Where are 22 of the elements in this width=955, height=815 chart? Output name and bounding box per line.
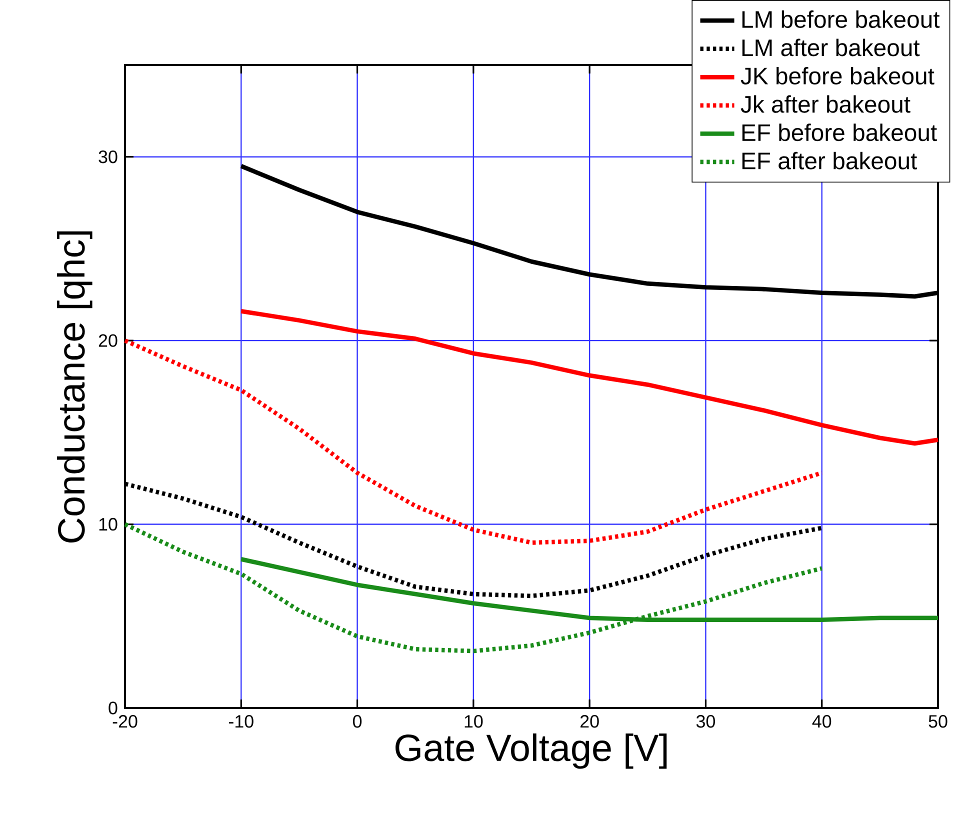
x-tick-label: -20 [112,715,138,728]
x-tick-label: -10 [228,715,254,728]
legend-label: EF after bakeout [742,152,918,170]
y-axis-title: Conductance [qhc] [57,231,92,542]
legend-label: EF before bakeout [742,124,937,142]
y-tick-label: 10 [99,518,118,531]
legend-label: JK before bakeout [740,66,934,85]
y-tick-label: 20 [98,334,118,347]
y-tick-label: 30 [98,150,118,164]
x-tick-label: 20 [580,715,599,728]
legend-label: Jk after bakeout [740,95,910,113]
x-tick-label: 50 [928,715,948,728]
legend-label: LM before bakeout [742,10,940,28]
x-tick-label: 0 [352,715,362,728]
line-series [122,338,824,545]
x-tick-label: 40 [812,715,832,728]
y-tick-label: 0 [108,702,118,714]
line-series [238,308,940,446]
legend-label: LM after bakeout [742,38,920,56]
x-tick-label: 30 [696,715,715,728]
x-axis-title: Gate Voltage [V] [396,733,667,769]
x-tick-label: 10 [464,715,483,728]
